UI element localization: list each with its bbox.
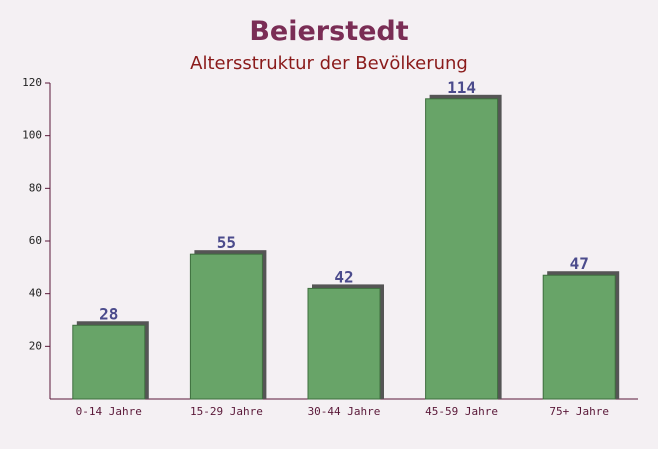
chart-subtitle: Altersstruktur der Bevölkerung <box>190 53 468 74</box>
y-tick-label: 120 <box>22 76 42 89</box>
value-label: 28 <box>99 304 118 323</box>
x-tick-label: 0-14 Jahre <box>76 405 142 418</box>
y-tick-label: 80 <box>29 181 42 194</box>
bar <box>72 324 146 400</box>
value-label: 55 <box>217 233 236 252</box>
y-tick-label: 60 <box>29 234 42 247</box>
bar <box>189 253 263 400</box>
x-tick-label: 15-29 Jahre <box>190 405 263 418</box>
value-label: 42 <box>334 267 353 286</box>
y-tick-label: 20 <box>29 339 42 352</box>
x-tick-label: 30-44 Jahre <box>308 405 381 418</box>
y-tick-label: 40 <box>29 287 42 300</box>
x-tick-label: 45-59 Jahre <box>425 405 498 418</box>
x-tick-label: 75+ Jahre <box>549 405 609 418</box>
value-label: 114 <box>447 78 476 97</box>
bar <box>307 287 381 400</box>
chart-title: Beierstedt <box>249 16 408 47</box>
value-label: 47 <box>570 254 589 273</box>
y-tick-label: 100 <box>22 129 42 142</box>
bar <box>542 274 616 400</box>
bar <box>425 98 499 400</box>
